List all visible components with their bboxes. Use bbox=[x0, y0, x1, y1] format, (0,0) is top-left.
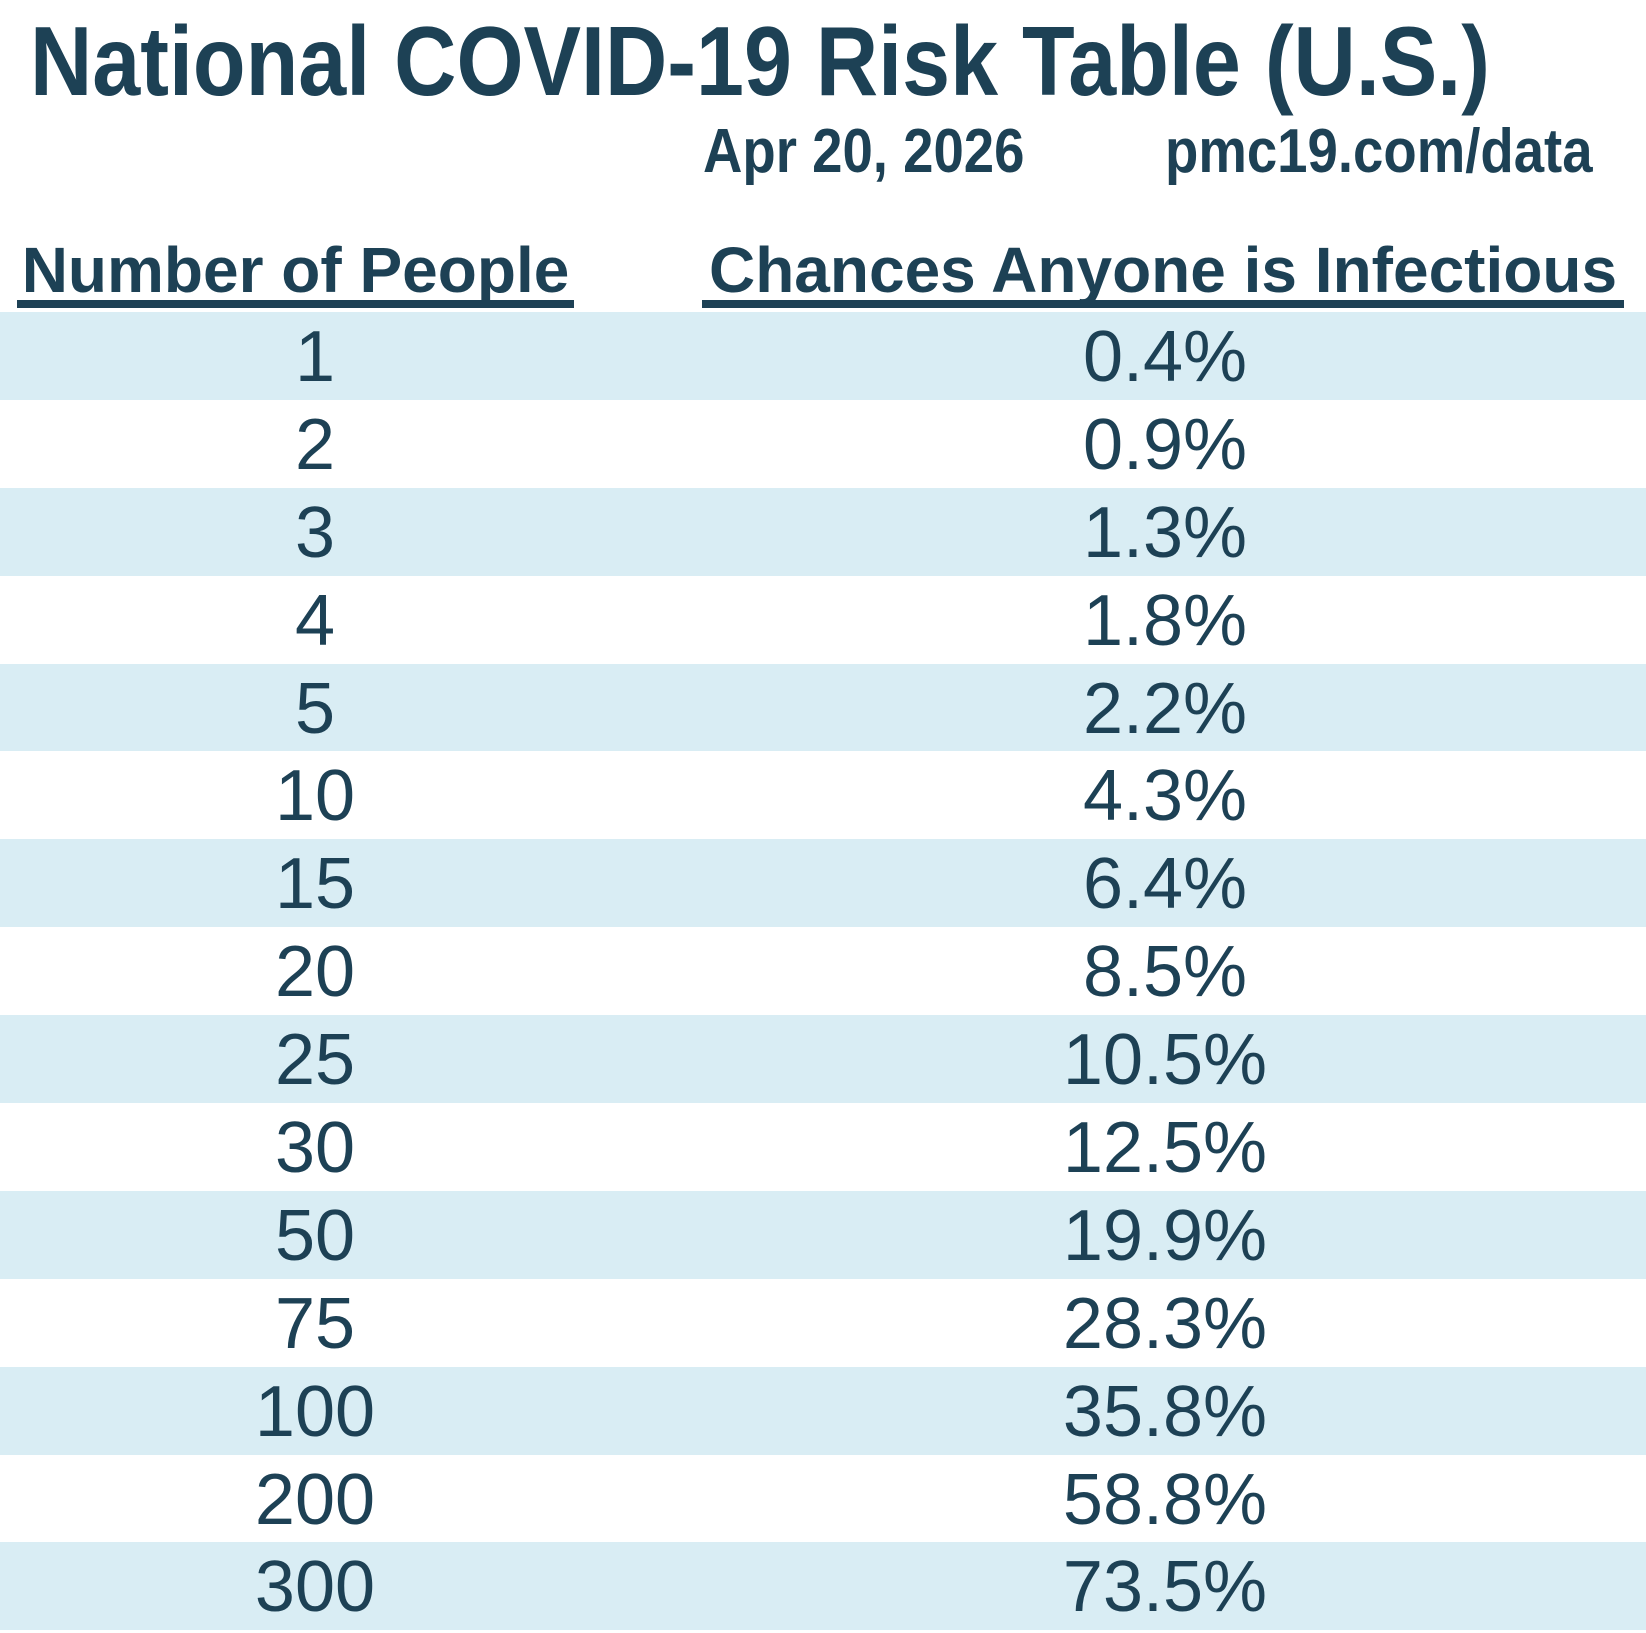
table-row: 50 19.9% bbox=[0, 1190, 1646, 1279]
infectious-chance-cell: 35.8% bbox=[1062, 1371, 1268, 1452]
header-underline-chances bbox=[702, 300, 1624, 308]
people-count-cell: 25 bbox=[274, 1020, 356, 1101]
header-underline-people bbox=[17, 300, 574, 308]
infectious-chance-cell: 73.5% bbox=[1062, 1547, 1268, 1628]
people-count-cell: 20 bbox=[274, 932, 356, 1013]
column-header-people: Number of People bbox=[21, 234, 570, 306]
infectious-chance-cell: 0.4% bbox=[1082, 317, 1248, 397]
infectious-chance-cell: 6.4% bbox=[1082, 844, 1248, 925]
table-row: 1 0.4% bbox=[0, 312, 1646, 400]
people-count-cell: 100 bbox=[254, 1371, 376, 1452]
table-row: 2 0.9% bbox=[0, 400, 1646, 488]
date-label: Apr 20, 2026 bbox=[703, 117, 1025, 186]
table-row: 10 4.3% bbox=[0, 751, 1646, 839]
infectious-chance-cell: 4.3% bbox=[1082, 756, 1248, 837]
people-count-cell: 2 bbox=[294, 404, 336, 485]
infectious-chance-cell: 1.3% bbox=[1082, 492, 1248, 573]
people-count-cell: 50 bbox=[274, 1195, 356, 1276]
infectious-chance-cell: 2.2% bbox=[1082, 668, 1248, 749]
people-count-cell: 15 bbox=[274, 844, 356, 925]
people-count-cell: 10 bbox=[274, 756, 356, 837]
table-body: 1 0.4% 2 0.9% 3 1.3% 4 1.8% 5 2.2% 10 4.… bbox=[0, 312, 1646, 1631]
table-row: 25 10.5% bbox=[0, 1015, 1646, 1104]
infectious-chance-cell: 28.3% bbox=[1062, 1283, 1268, 1364]
people-count-cell: 4 bbox=[294, 580, 336, 661]
infectious-chance-cell: 1.8% bbox=[1082, 580, 1248, 661]
table-row: 200 58.8% bbox=[0, 1455, 1646, 1543]
column-header-chances: Chances Anyone is Infectious bbox=[708, 234, 1618, 306]
infectious-chance-cell: 58.8% bbox=[1062, 1459, 1268, 1540]
table-row: 20 8.5% bbox=[0, 927, 1646, 1015]
table-row: 15 6.4% bbox=[0, 839, 1646, 928]
infectious-chance-cell: 0.9% bbox=[1082, 404, 1248, 485]
table-row: 3 1.3% bbox=[0, 487, 1646, 576]
table-row: 5 2.2% bbox=[0, 663, 1646, 752]
people-count-cell: 3 bbox=[294, 492, 336, 573]
infectious-chance-cell: 10.5% bbox=[1062, 1020, 1268, 1101]
page-title: National COVID-19 Risk Table (U.S.) bbox=[30, 6, 1490, 116]
table-row: 4 1.8% bbox=[0, 576, 1646, 664]
source-url-label: pmc19.com/data bbox=[1165, 117, 1593, 186]
table-row: 75 28.3% bbox=[0, 1279, 1646, 1367]
people-count-cell: 200 bbox=[254, 1459, 376, 1540]
people-count-cell: 1 bbox=[294, 317, 336, 397]
table-row: 100 35.8% bbox=[0, 1366, 1646, 1455]
infectious-chance-cell: 19.9% bbox=[1062, 1195, 1268, 1276]
people-count-cell: 300 bbox=[254, 1547, 376, 1628]
people-count-cell: 75 bbox=[274, 1283, 356, 1364]
infectious-chance-cell: 8.5% bbox=[1082, 932, 1248, 1013]
table-row: 30 12.5% bbox=[0, 1103, 1646, 1191]
infectious-chance-cell: 12.5% bbox=[1062, 1108, 1268, 1189]
people-count-cell: 30 bbox=[274, 1108, 356, 1189]
people-count-cell: 5 bbox=[294, 668, 336, 749]
table-row: 300 73.5% bbox=[0, 1542, 1646, 1631]
